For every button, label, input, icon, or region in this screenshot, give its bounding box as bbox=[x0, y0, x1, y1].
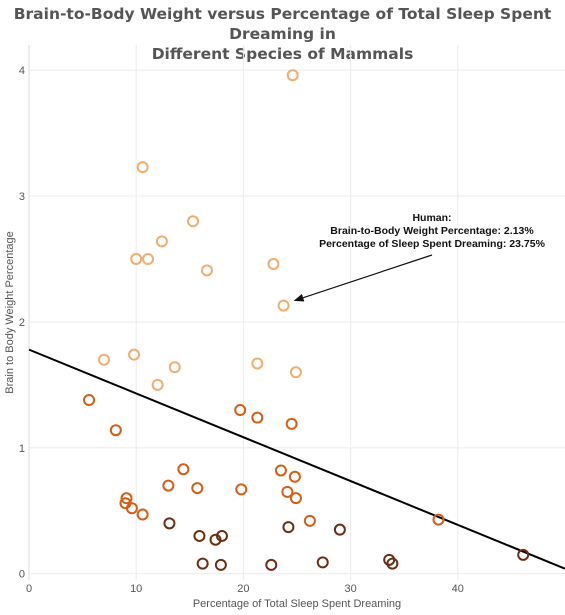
data-point bbox=[163, 481, 173, 491]
x-tick-label: 0 bbox=[26, 583, 32, 595]
y-tick-label: 2 bbox=[19, 317, 25, 329]
data-point bbox=[279, 301, 289, 311]
trend-layer bbox=[29, 350, 565, 569]
data-point bbox=[291, 367, 301, 377]
data-point bbox=[287, 419, 297, 429]
data-point bbox=[138, 162, 148, 172]
data-point bbox=[305, 516, 315, 526]
data-point bbox=[170, 362, 180, 372]
annotation-layer: Human:Brain-to-Body Weight Percentage: 2… bbox=[295, 212, 546, 301]
data-point bbox=[164, 518, 174, 528]
data-point bbox=[157, 236, 167, 246]
points-layer bbox=[84, 70, 528, 570]
x-tick-label: 30 bbox=[344, 583, 356, 595]
annotation-line: Brain-to-Body Weight Percentage: 2.13% bbox=[330, 225, 534, 237]
tick-layer: 0 10 20 30 40 0 1 2 3 4 bbox=[19, 65, 464, 595]
data-point bbox=[283, 522, 293, 532]
data-point bbox=[194, 531, 204, 541]
data-point bbox=[153, 380, 163, 390]
data-point bbox=[268, 259, 278, 269]
data-point bbox=[318, 557, 328, 567]
data-point bbox=[143, 254, 153, 264]
annotation-line: Percentage of Sleep Spent Dreaming: 23.7… bbox=[319, 238, 545, 250]
data-point bbox=[276, 465, 286, 475]
annotation-arrow bbox=[295, 255, 432, 301]
data-point bbox=[236, 484, 246, 494]
data-point bbox=[84, 395, 94, 405]
data-point bbox=[198, 559, 208, 569]
y-tick-label: 4 bbox=[19, 65, 25, 77]
trend-line bbox=[29, 350, 565, 569]
data-point bbox=[216, 560, 226, 570]
data-point bbox=[129, 350, 139, 360]
data-point bbox=[288, 70, 298, 80]
data-point bbox=[188, 216, 198, 226]
data-point bbox=[290, 472, 300, 482]
data-point bbox=[138, 510, 148, 520]
y-tick-label: 1 bbox=[19, 443, 25, 455]
data-point bbox=[178, 464, 188, 474]
data-point bbox=[252, 413, 262, 423]
annotation-line: Human: bbox=[412, 212, 451, 224]
data-point bbox=[111, 425, 121, 435]
data-point bbox=[192, 483, 202, 493]
data-point bbox=[99, 355, 109, 365]
x-axis-label: Percentage of Total Sleep Spent Dreaming bbox=[193, 598, 401, 610]
data-point bbox=[291, 493, 301, 503]
data-point bbox=[252, 358, 262, 368]
data-point bbox=[202, 265, 212, 275]
y-tick-label: 3 bbox=[19, 191, 25, 203]
y-tick-label: 0 bbox=[19, 569, 25, 581]
y-axis-label: Brain to Body Weight Percentage bbox=[4, 231, 16, 393]
grid-layer bbox=[29, 45, 565, 580]
data-point bbox=[335, 525, 345, 535]
x-tick-label: 10 bbox=[130, 583, 142, 595]
data-point bbox=[266, 560, 276, 570]
x-tick-label: 40 bbox=[452, 583, 464, 595]
x-tick-label: 20 bbox=[237, 583, 249, 595]
